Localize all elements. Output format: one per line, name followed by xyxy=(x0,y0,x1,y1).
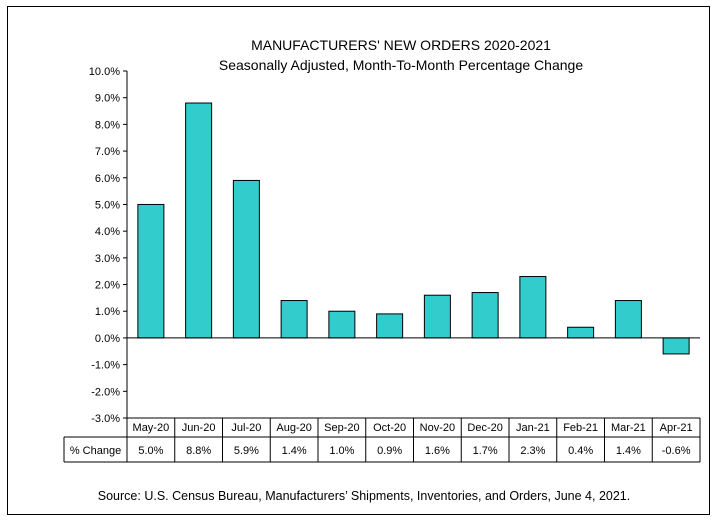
bar xyxy=(328,310,356,339)
y-tick-label: -2.0% xyxy=(91,386,120,398)
y-tick-label: 1.0% xyxy=(95,306,120,318)
data-label: 1.6% xyxy=(425,445,450,457)
x-tick-label: Aug-20 xyxy=(276,422,311,434)
x-tick-label: Jan-21 xyxy=(516,422,550,434)
y-tick-label: 2.0% xyxy=(95,280,120,292)
data-label: 8.8% xyxy=(186,445,211,457)
data-label: 0.9% xyxy=(377,445,402,457)
x-tick-label: Sep-20 xyxy=(324,422,359,434)
y-tick-label: 10.0% xyxy=(89,66,120,78)
data-label: 5.9% xyxy=(234,445,259,457)
x-tick-label: Dec-20 xyxy=(467,422,502,434)
table-row-label: % Change xyxy=(70,445,121,457)
data-label: 1.4% xyxy=(282,445,307,457)
data-label: 2.3% xyxy=(520,445,545,457)
y-tick-label: -3.0% xyxy=(91,413,120,425)
bar xyxy=(280,300,308,339)
x-tick-label: Apr-21 xyxy=(660,422,693,434)
x-tick-label: Nov-20 xyxy=(420,422,455,434)
y-tick-label: 6.0% xyxy=(95,173,120,185)
data-label: 5.0% xyxy=(138,445,163,457)
y-axis: 10.0% 9.0% 8.0% 7.0% 6.0% 5.0% 4.0% 3.0% 2.0% 1.0… xyxy=(89,66,128,425)
y-tick-label: 0.0% xyxy=(95,333,120,345)
bar xyxy=(423,294,451,339)
bar xyxy=(471,292,499,339)
y-tick-label: 9.0% xyxy=(95,93,120,105)
bar xyxy=(662,337,690,355)
y-tick-label: 5.0% xyxy=(95,199,120,211)
bar xyxy=(137,203,165,339)
data-table: % Change May-20 5.0% Jun-20 8.8% Jul-20 5.9% Au… xyxy=(63,417,701,463)
y-tick-label: 8.0% xyxy=(95,119,120,131)
bar xyxy=(519,276,547,339)
bars xyxy=(127,102,700,355)
data-label: -0.6% xyxy=(662,445,691,457)
x-tick-label: Oct-20 xyxy=(373,422,406,434)
data-label: 1.0% xyxy=(329,445,354,457)
data-label: 0.4% xyxy=(568,445,593,457)
bar xyxy=(567,326,595,339)
x-tick-label: Jun-20 xyxy=(182,422,216,434)
chart-subtitle: Seasonally Adjusted, Month-To-Month Perc… xyxy=(219,57,583,73)
bar xyxy=(232,179,260,339)
source-note: Source: U.S. Census Bureau, Manufacturer… xyxy=(98,489,630,503)
bar xyxy=(614,300,642,339)
x-tick-label: Feb-21 xyxy=(563,422,598,434)
y-tick-label: 3.0% xyxy=(95,253,120,265)
bar xyxy=(185,102,213,339)
x-tick-label: Mar-21 xyxy=(611,422,646,434)
chart-title: MANUFACTURERS' NEW ORDERS 2020-2021 xyxy=(251,37,551,53)
chart-frame xyxy=(7,6,710,515)
y-tick-label: 4.0% xyxy=(95,226,120,238)
data-label: 1.7% xyxy=(473,445,498,457)
y-tick-label: -1.0% xyxy=(91,360,120,372)
bar xyxy=(376,313,404,339)
data-label: 1.4% xyxy=(616,445,641,457)
y-tick-label: 7.0% xyxy=(95,146,120,158)
x-tick-label: May-20 xyxy=(133,422,170,434)
x-tick-label: Jul-20 xyxy=(231,422,261,434)
